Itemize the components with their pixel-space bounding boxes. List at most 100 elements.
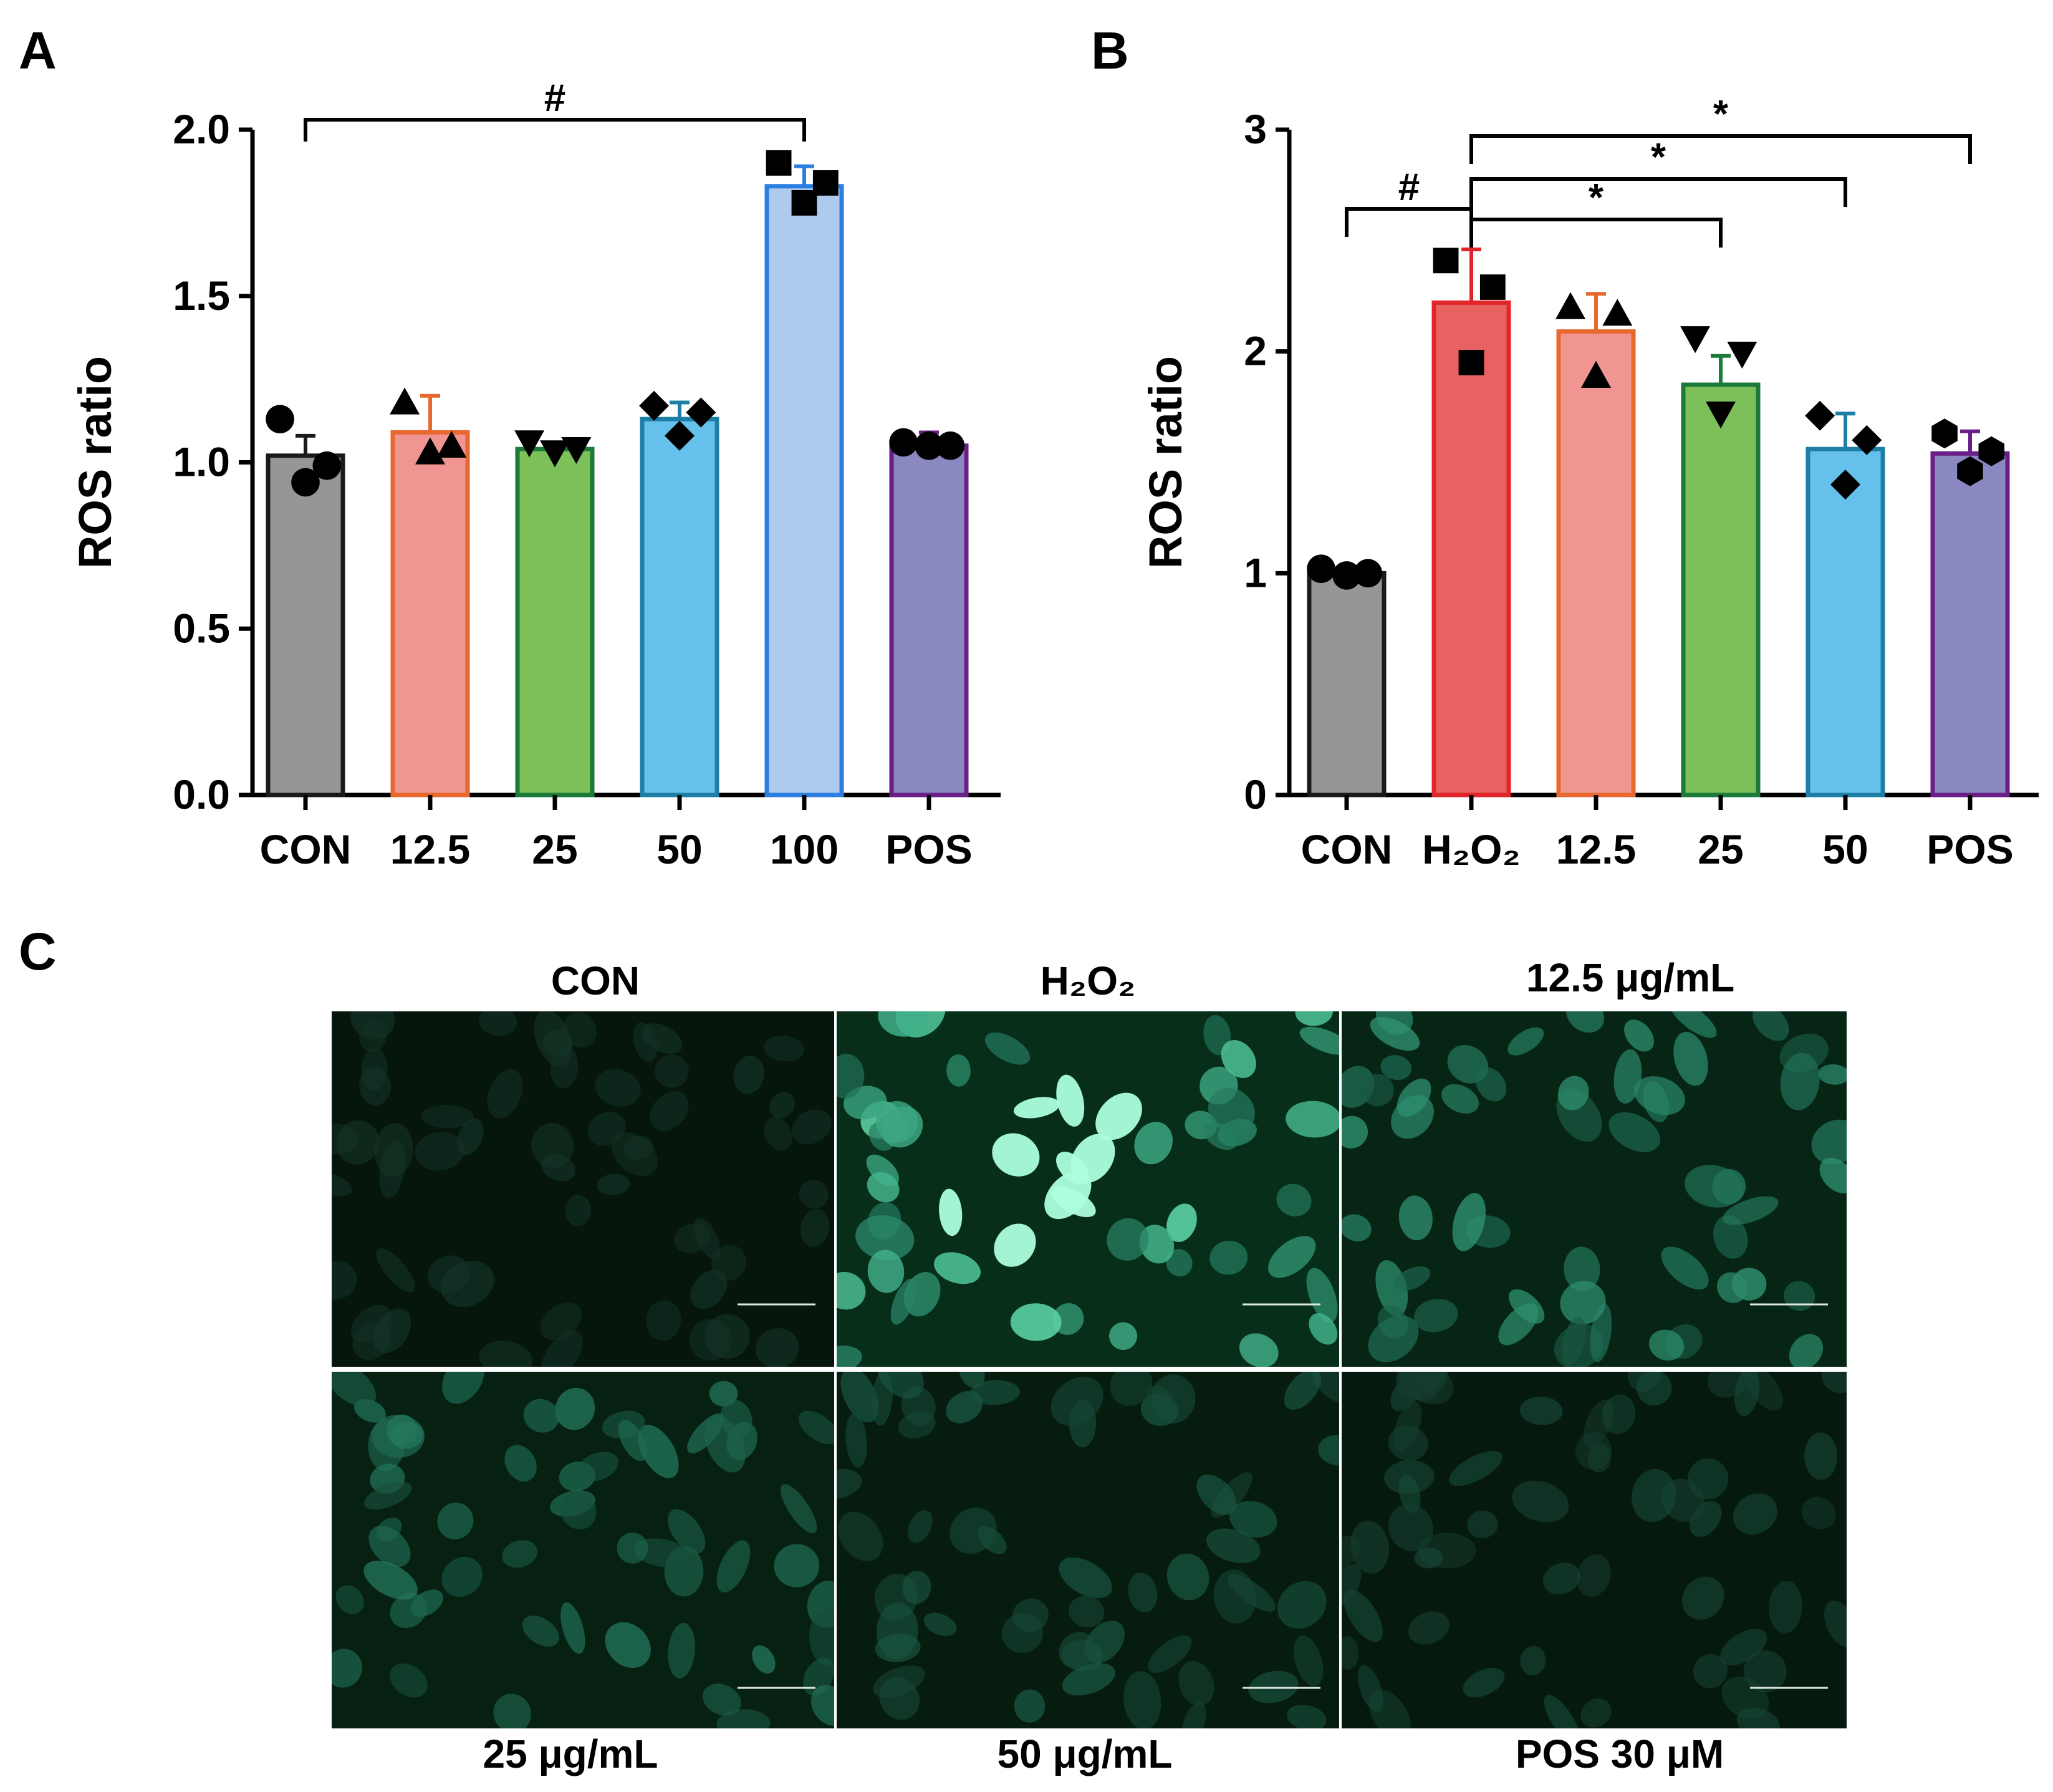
- significance-label: *: [1713, 93, 1729, 136]
- significance-bracket: [1469, 218, 1723, 248]
- image-title-h2o2: H₂O₂: [1041, 958, 1136, 1003]
- bar-2: [515, 446, 595, 797]
- significance-label: #: [544, 77, 565, 120]
- data-point: [1957, 456, 1983, 486]
- significance-bracket: [1469, 177, 1847, 207]
- data-point: [266, 405, 294, 433]
- significance-label: *: [1589, 176, 1604, 219]
- y-axis-label: ROS ratio: [1140, 356, 1191, 569]
- x-tick-label: 25: [532, 826, 577, 872]
- data-point: [436, 430, 467, 458]
- bar-3: [640, 417, 719, 797]
- x-tick-label: 100: [770, 826, 839, 872]
- data-point: [915, 431, 943, 460]
- micrograph-50: [837, 1372, 1339, 1728]
- y-axis-label: ROS ratio: [69, 356, 121, 569]
- data-point: [1805, 400, 1835, 431]
- data-point: [561, 436, 592, 465]
- data-point: [1830, 470, 1860, 500]
- data-point: [291, 468, 320, 497]
- micrograph-pos: [1342, 1372, 1847, 1728]
- data-point: [1931, 418, 1958, 449]
- x-tick-label: 50: [656, 826, 702, 872]
- bar-3: [1681, 382, 1761, 797]
- panel-letter-a: A: [19, 21, 57, 80]
- image-title-50: 50 μg/mL: [998, 1732, 1173, 1776]
- micrograph-con: [332, 1011, 834, 1367]
- micrograph-12-5: [1342, 1011, 1847, 1367]
- x-tick-label: CON: [1301, 826, 1393, 872]
- data-point: [1852, 425, 1882, 455]
- x-tick-label: POS: [885, 826, 972, 872]
- data-point: [1458, 350, 1484, 375]
- x-tick-label: H₂O₂: [1422, 826, 1521, 872]
- chart-b: 0 1 2 3 ROS ratio CON H₂O₂ 12.5 25 50 POS # * * *: [1140, 93, 2039, 872]
- significance-bracket: [1469, 134, 1972, 164]
- data-point: [1555, 292, 1586, 319]
- significance-bracket: [1345, 207, 1473, 237]
- data-point: [390, 387, 420, 415]
- y-tick-label: 2.0: [173, 106, 230, 152]
- image-title-pos: POS 30 μM: [1516, 1732, 1724, 1776]
- panel-letter-b: B: [1091, 21, 1129, 80]
- significance-bracket: [304, 118, 806, 142]
- data-point: [766, 150, 792, 176]
- bar-5: [889, 443, 969, 797]
- significance-label: #: [1398, 166, 1420, 209]
- data-point: [1727, 342, 1757, 369]
- data-point: [312, 451, 342, 480]
- bar-0: [266, 453, 345, 797]
- bar-2: [1556, 329, 1636, 797]
- data-point: [1706, 402, 1736, 429]
- x-tick-label: CON: [260, 826, 352, 872]
- y-tick-label: 1.0: [173, 439, 230, 485]
- data-point: [639, 390, 670, 421]
- image-title-12-5: 12.5 μg/mL: [1526, 955, 1734, 1000]
- data-point: [1978, 436, 2005, 466]
- x-tick-label: POS: [1926, 826, 2013, 872]
- image-title-con: CON: [551, 958, 640, 1003]
- data-point: [540, 440, 570, 468]
- data-point: [1680, 326, 1711, 354]
- y-tick-label: 2: [1244, 328, 1267, 374]
- bar-5: [1930, 451, 2010, 797]
- y-tick-label: 0: [1244, 771, 1267, 817]
- bar-0: [1307, 571, 1387, 797]
- x-tick-label: 50: [1822, 826, 1868, 872]
- data-point: [1581, 360, 1611, 388]
- bar-1: [1431, 300, 1511, 797]
- bar-4: [764, 184, 844, 797]
- bar-4: [1805, 446, 1885, 797]
- data-point: [1602, 299, 1633, 326]
- micrograph-grid: [332, 1011, 1847, 1728]
- micrograph-25: [332, 1372, 834, 1728]
- data-point: [1479, 274, 1506, 300]
- data-point: [791, 190, 817, 216]
- data-point: [1433, 248, 1459, 274]
- y-tick-label: 3: [1244, 106, 1267, 152]
- data-point: [415, 437, 445, 465]
- data-point: [936, 431, 965, 460]
- image-title-25: 25 μg/mL: [483, 1732, 658, 1776]
- y-tick-label: 1.5: [173, 272, 230, 319]
- y-tick-label: 0.0: [173, 771, 230, 817]
- y-tick-label: 0.5: [173, 605, 230, 651]
- data-point: [514, 430, 545, 458]
- x-tick-label: 12.5: [1556, 826, 1636, 872]
- data-point: [665, 420, 695, 451]
- data-point: [686, 397, 716, 428]
- data-point: [812, 170, 839, 196]
- chart-a: 0.0 0.5 1.0 1.5 2.0 ROS ratio CON 12.5 25 50 100 PO…: [69, 77, 1001, 872]
- micrograph-h2o2: [837, 1011, 1339, 1367]
- y-tick-label: 1: [1244, 549, 1267, 595]
- bar-1: [390, 430, 470, 797]
- data-point: [889, 428, 918, 457]
- x-tick-label: 25: [1698, 826, 1743, 872]
- x-tick-label: 12.5: [390, 826, 470, 872]
- data-point: [1353, 559, 1383, 588]
- significance-label: *: [1651, 136, 1666, 179]
- data-point: [1307, 554, 1335, 584]
- panel-letter-c: C: [19, 922, 57, 981]
- data-point: [1332, 561, 1361, 590]
